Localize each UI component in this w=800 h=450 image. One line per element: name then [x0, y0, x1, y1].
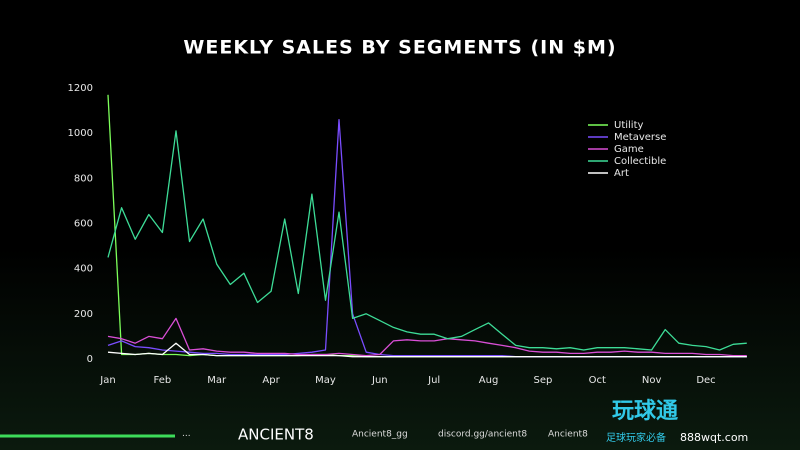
- x-tick-label: Nov: [642, 375, 662, 386]
- x-tick-label: Jul: [427, 375, 440, 386]
- series-line: [107, 342, 747, 358]
- watermark-tagline: 足球玩家必备: [606, 431, 666, 444]
- y-tick-label: 200: [74, 309, 93, 320]
- x-tick-label: Mar: [207, 375, 227, 386]
- twitter: Ancient8_gg: [352, 430, 408, 440]
- series-line: [107, 317, 747, 357]
- x-tick-label: Aug: [479, 375, 499, 386]
- legend-label: Metaverse: [614, 132, 666, 143]
- x-tick-label: Feb: [154, 375, 172, 386]
- y-tick-label: 400: [74, 264, 93, 275]
- x-tick-label: Apr: [262, 375, 280, 386]
- x-tick-label: May: [315, 375, 336, 386]
- footer-dots: ···: [182, 432, 191, 442]
- y-tick-label: 1000: [68, 128, 93, 139]
- discord: discord.gg/ancient8: [438, 430, 527, 440]
- x-tick-label: Sep: [533, 375, 552, 386]
- x-tick-label: Jan: [99, 375, 115, 386]
- watermark-url: 888wqt.com: [680, 431, 748, 444]
- x-tick-label: Oct: [589, 375, 606, 386]
- x-tick-label: Jun: [371, 375, 388, 386]
- website: Ancient8: [548, 430, 588, 440]
- y-tick-label: 800: [74, 173, 93, 184]
- legend-label: Art: [614, 168, 629, 179]
- legend-label: Utility: [614, 120, 643, 131]
- y-tick-label: 0: [87, 354, 93, 365]
- x-tick-label: Dec: [696, 375, 715, 386]
- brand: ANCIENT8: [238, 426, 314, 444]
- chart-title: WEEKLY SALES BY SEGMENTS (IN $M): [183, 37, 616, 59]
- legend-label: Game: [614, 144, 644, 155]
- legend-label: Collectible: [614, 156, 666, 167]
- y-tick-label: 1200: [68, 83, 93, 94]
- watermark-name: 玩球通: [612, 399, 678, 424]
- series-line: [107, 130, 747, 351]
- y-tick-label: 600: [74, 219, 93, 230]
